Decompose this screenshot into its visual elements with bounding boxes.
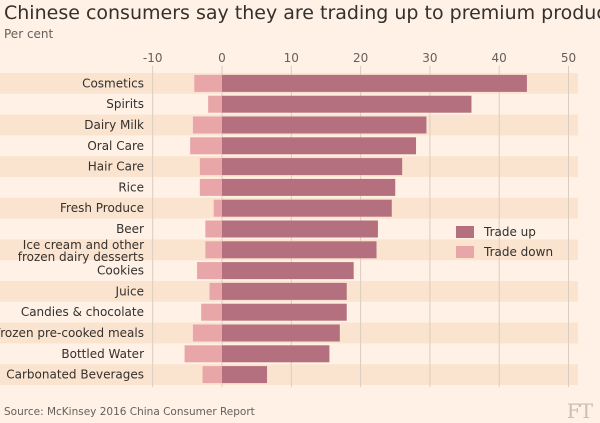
legend-item-trade-down: Trade down [456,242,553,262]
x-tick-label: 50 [561,51,576,65]
x-tick-label: -10 [143,51,163,65]
category-label: Oral Care [87,139,144,153]
x-tick-label: 40 [492,51,507,65]
legend-swatch-trade-down [456,246,474,258]
chart-title: Chinese consumers say they are trading u… [4,2,600,24]
x-tick-label: 10 [284,51,299,65]
category-label: Dairy Milk [84,118,144,132]
bar-trade-up [222,137,417,155]
legend-item-trade-up: Trade up [456,222,553,242]
bar-trade-down [197,262,222,280]
bar-trade-down [192,116,222,134]
category-label: Cookies [97,264,144,278]
bar-trade-up [222,178,396,196]
bar-trade-up [222,324,340,342]
category-label: Beer [116,222,144,236]
legend-label-trade-up: Trade up [484,225,536,239]
category-label: Juice [115,284,144,298]
category-label: Rice [118,180,144,194]
category-label: Candies & chocolate [21,305,144,319]
bar-trade-up [222,199,392,217]
bar-trade-up [222,220,378,238]
category-label: Carbonated Beverages [6,368,144,382]
bar-trade-up [222,345,330,363]
category-label: Frozen pre-cooked meals [0,326,144,340]
category-label: Bottled Water [61,347,144,361]
x-tick-label: 0 [218,51,226,65]
x-tick-label: 30 [422,51,437,65]
bar-trade-down [194,74,222,92]
category-label: Hair Care [88,160,144,174]
bar-trade-up [222,158,403,176]
bar-trade-down [199,178,222,196]
bar-trade-down [184,345,222,363]
bar-trade-up [222,116,427,134]
category-label: Fresh Produce [60,201,144,215]
bar-trade-up [222,282,347,300]
bar-trade-up [222,262,354,280]
category-label: Cosmetics [82,76,144,90]
bar-trade-down [199,158,222,176]
bar-trade-down [190,137,222,155]
source-note: Source: McKinsey 2016 China Consumer Rep… [4,406,255,418]
bar-trade-up [222,241,377,259]
bar-trade-up [222,95,472,113]
bar-trade-down [213,199,222,217]
legend: Trade up Trade down [456,222,553,262]
row-band [0,364,578,385]
bar-trade-up [222,303,347,321]
category-label: Spirits [106,97,144,111]
bar-trade-down [209,282,222,300]
bar-trade-down [202,366,222,384]
ft-logo: FT [566,399,593,423]
category-label: Ice cream and other frozen dairy desserts [18,238,144,264]
bar-trade-down [192,324,222,342]
legend-label-trade-down: Trade down [484,245,554,259]
x-tick-label: 20 [353,51,368,65]
bar-trade-down [205,241,222,259]
bar-trade-down [205,220,222,238]
bar-trade-down [201,303,222,321]
bar-trade-up [222,74,527,92]
bar-trade-up [222,366,268,384]
chart-subtitle: Per cent [4,27,54,41]
legend-swatch-trade-up [456,226,474,238]
bar-trade-down [208,95,222,113]
